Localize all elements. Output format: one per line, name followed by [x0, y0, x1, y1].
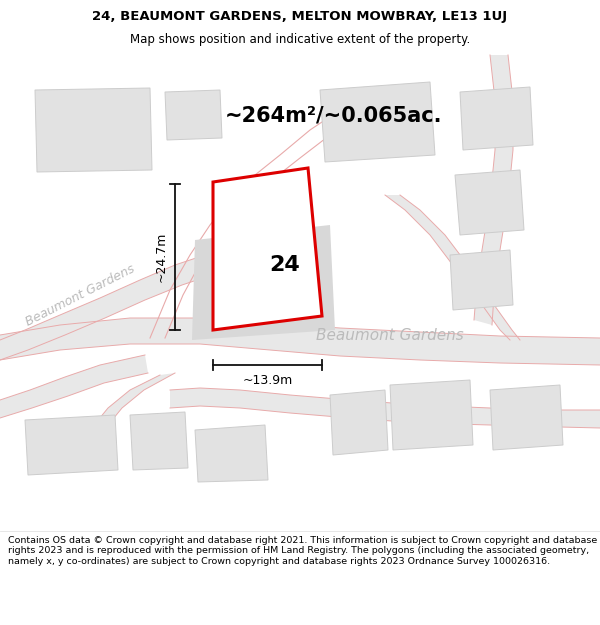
Text: ~24.7m: ~24.7m: [155, 232, 167, 282]
Text: ~13.9m: ~13.9m: [242, 374, 293, 388]
Polygon shape: [0, 318, 600, 365]
Polygon shape: [385, 195, 520, 340]
Polygon shape: [450, 250, 513, 310]
Polygon shape: [474, 55, 513, 325]
Polygon shape: [460, 87, 533, 150]
Polygon shape: [320, 82, 435, 162]
Polygon shape: [213, 168, 322, 330]
Polygon shape: [170, 388, 600, 428]
Polygon shape: [390, 380, 473, 450]
Polygon shape: [165, 90, 222, 140]
Polygon shape: [455, 170, 524, 235]
Polygon shape: [195, 425, 268, 482]
Polygon shape: [35, 88, 152, 172]
Polygon shape: [330, 390, 388, 455]
Polygon shape: [130, 412, 188, 470]
Polygon shape: [0, 355, 148, 418]
Polygon shape: [65, 373, 175, 470]
Text: ~264m²/~0.065ac.: ~264m²/~0.065ac.: [225, 105, 443, 125]
Polygon shape: [0, 255, 212, 360]
Text: Map shows position and indicative extent of the property.: Map shows position and indicative extent…: [130, 32, 470, 46]
Text: 24: 24: [269, 255, 301, 275]
Polygon shape: [25, 415, 118, 475]
Polygon shape: [192, 225, 335, 340]
Polygon shape: [490, 385, 563, 450]
Text: Beaumont Gardens: Beaumont Gardens: [316, 328, 464, 342]
Text: 24, BEAUMONT GARDENS, MELTON MOWBRAY, LE13 1UJ: 24, BEAUMONT GARDENS, MELTON MOWBRAY, LE…: [92, 10, 508, 23]
Text: Beaumont Gardens: Beaumont Gardens: [23, 262, 137, 328]
Text: Contains OS data © Crown copyright and database right 2021. This information is : Contains OS data © Crown copyright and d…: [8, 536, 597, 566]
